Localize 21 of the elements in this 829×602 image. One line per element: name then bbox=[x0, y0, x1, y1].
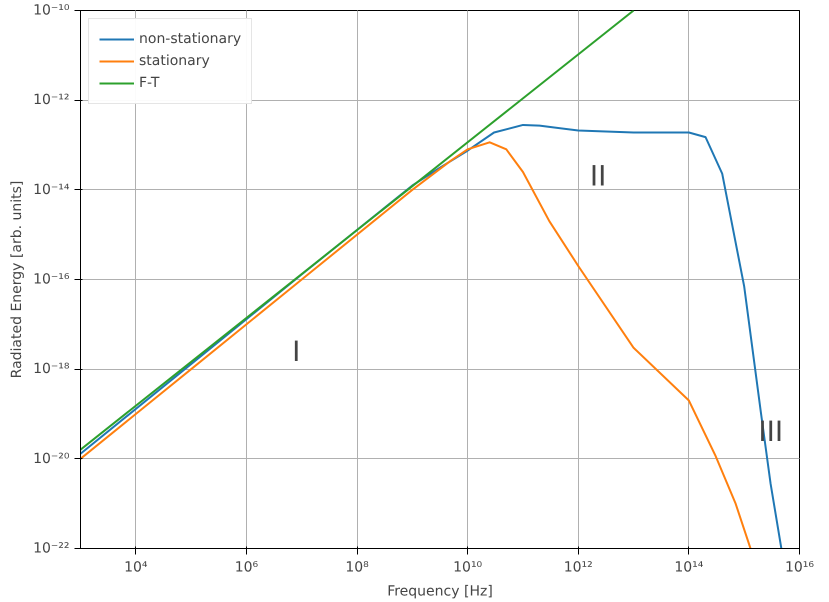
annotation: II bbox=[590, 160, 606, 193]
x-tick-label: 10¹⁶ bbox=[784, 560, 814, 576]
y-tick-label: 10⁻¹⁰ bbox=[33, 2, 70, 18]
x-tick-label: 10¹² bbox=[564, 560, 593, 576]
x-tick-label: 10¹⁴ bbox=[674, 560, 704, 576]
y-tick-label: 10⁻¹² bbox=[33, 92, 70, 108]
y-tick-label: 10⁻²² bbox=[33, 540, 70, 556]
legend-label: F-T bbox=[139, 75, 160, 91]
annotation: I bbox=[292, 335, 300, 368]
x-axis-title: Frequency [Hz] bbox=[387, 584, 493, 600]
y-tick-label: 10⁻¹⁸ bbox=[33, 361, 70, 378]
legend-label: stationary bbox=[139, 53, 210, 69]
y-axis-title: Radiated Energy [arb. units] bbox=[9, 180, 26, 378]
x-tick-label: 10¹⁰ bbox=[453, 560, 483, 576]
x-tick-label: 10⁶ bbox=[234, 560, 259, 576]
y-tick-label: 10⁻¹⁴ bbox=[33, 182, 70, 198]
y-tick-label: 10⁻²⁰ bbox=[33, 450, 70, 467]
x-tick-label: 10⁸ bbox=[345, 560, 370, 576]
y-tick-label: 10⁻¹⁶ bbox=[33, 272, 70, 288]
legend-label: non-stationary bbox=[139, 31, 242, 47]
x-tick-label: 10⁴ bbox=[124, 560, 148, 576]
